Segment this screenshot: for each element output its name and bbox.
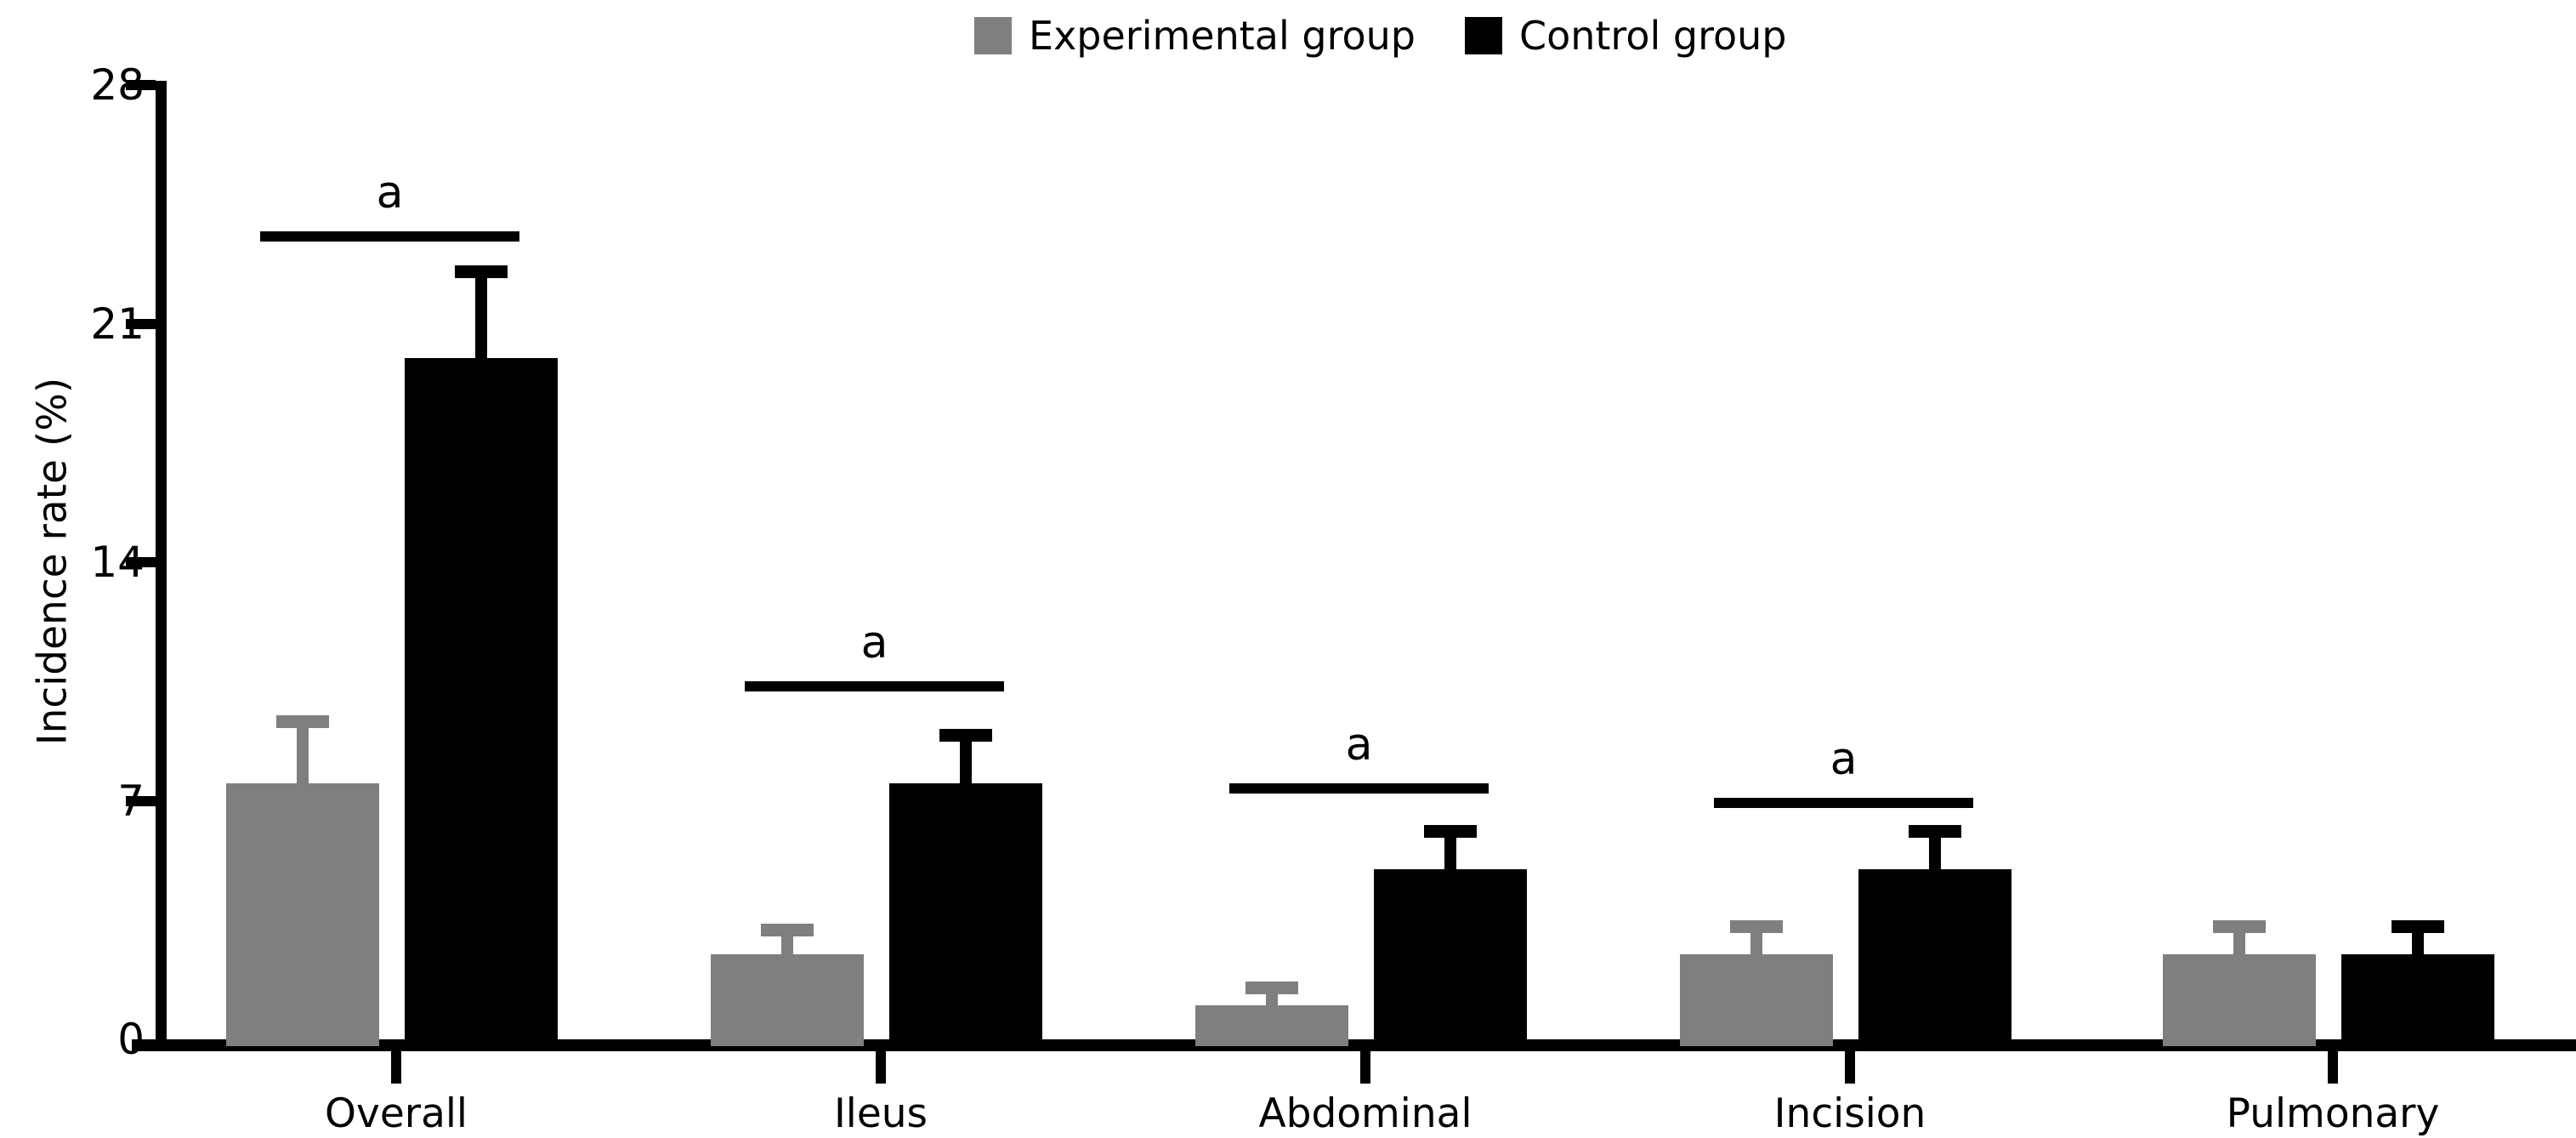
error-bar-cap-control-abdominal [1424,824,1477,838]
bar-control-overall [405,357,558,1046]
significance-label-incision: a [1830,733,1858,785]
error-bar-cap-experimental-abdominal [1245,981,1298,994]
bar-experimental-overall [226,783,379,1046]
y-tick-21 [126,318,156,329]
error-bar-stem-control-pulmonary [2412,926,2424,954]
y-tick-label-28: 28 [90,60,145,111]
bar-control-abdominal [1374,868,1527,1046]
error-bar-stem-experimental-incision [1750,926,1762,954]
legend: Experimental group Control group [974,14,1786,58]
error-bar-stem-experimental-ileus [781,930,793,954]
x-label-abdominal: Abdominal [1258,1090,1472,1137]
error-bar-cap-control-pulmonary [2392,919,2444,933]
significance-bracket-abdominal [1229,783,1489,794]
error-bar-cap-experimental-incision [1730,919,1783,933]
significance-bracket-incision [1714,797,1973,808]
error-bar-cap-experimental-overall [276,715,329,729]
significance-bracket-ileus [745,681,1004,692]
error-bar-stem-experimental-pulmonary [2233,926,2245,954]
x-label-ileus: Ileus [833,1090,928,1137]
y-tick-14 [126,557,156,568]
bar-control-ileus [889,783,1042,1046]
y-tick-7 [126,795,156,806]
x-tick-pulmonary [2328,1051,2338,1084]
bar-control-pulmonary [2341,953,2494,1046]
legend-label-experimental: Experimental group [1029,13,1416,59]
x-label-incision: Incision [1773,1090,1926,1137]
error-bar-stem-control-abdominal [1444,831,1456,869]
y-tick-28 [126,80,156,91]
error-bar-cap-control-ileus [939,729,992,743]
bar-experimental-ileus [711,953,864,1046]
legend-swatch-experimental-icon [974,17,1012,54]
y-tick-label-0: 0 [117,1015,145,1064]
legend-item-experimental: Experimental group [974,14,1416,58]
significance-label-overall: a [376,168,404,219]
error-bar-cap-control-overall [455,265,508,279]
y-tick-label-14: 14 [90,538,145,588]
x-tick-abdominal [1360,1051,1370,1084]
significance-label-abdominal: a [1345,720,1373,771]
bar-experimental-incision [1680,953,1833,1046]
error-bar-cap-experimental-ileus [761,923,814,936]
error-bar-stem-control-ileus [960,736,972,784]
error-bar-stem-control-overall [475,272,487,358]
error-bar-stem-control-incision [1929,831,1941,869]
x-tick-incision [1845,1051,1855,1084]
x-label-pulmonary: Pulmonary [2226,1090,2440,1137]
error-bar-stem-experimental-overall [297,722,309,784]
y-tick-label-7: 7 [117,776,145,826]
legend-label-control: Control group [1518,13,1787,59]
x-label-overall: Overall [325,1090,468,1137]
bar-experimental-pulmonary [2163,953,2316,1046]
bar-experimental-abdominal [1195,1004,1348,1046]
legend-swatch-control-icon [1464,17,1502,54]
significance-bracket-overall [260,231,519,242]
x-tick-ileus [876,1051,886,1084]
significance-label-ileus: a [860,617,888,669]
y-axis-line [156,81,167,1051]
bar-control-incision [1858,868,2011,1046]
y-tick-label-21: 21 [90,299,145,349]
legend-item-control: Control group [1464,13,1787,59]
error-bar-cap-control-incision [1909,824,1961,838]
error-bar-cap-experimental-pulmonary [2213,919,2266,933]
x-tick-overall [391,1051,401,1084]
